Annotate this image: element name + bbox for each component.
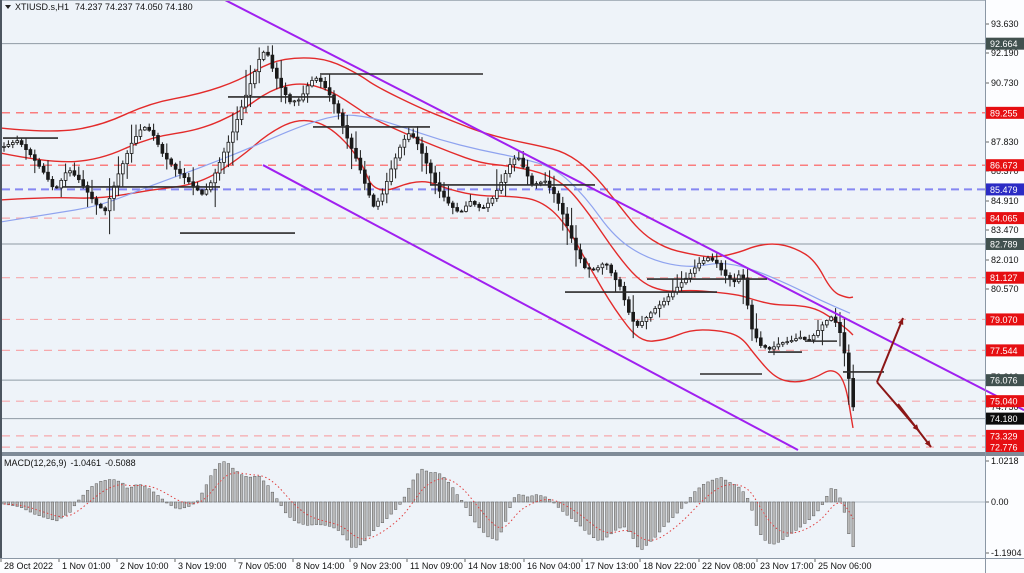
price-level-badge — [985, 237, 1024, 250]
price-level-badge — [985, 106, 1024, 119]
price-axis-tick: 84.910 — [991, 196, 1019, 206]
macd-axis-label: -1.1904 — [991, 548, 1022, 558]
price-axis-tick: 92.190 — [991, 48, 1019, 58]
bollinger-upper-band[interactable] — [0, 57, 854, 299]
level-lines-layer — [2, 43, 985, 503]
macd-axis-label: 1.0218 — [991, 456, 1019, 466]
date-axis-label: 18 Nov 22:00 — [643, 561, 697, 571]
price-level-badge-label: 85.479 — [990, 185, 1018, 195]
series-layer — [0, 45, 855, 550]
trend-arrow[interactable] — [876, 317, 904, 383]
price-level-badge — [985, 159, 1024, 172]
symbol-header: XTIUSD.s,H1 74.237 74.237 74.050 74.180 — [5, 2, 193, 12]
bollinger-lower-band[interactable] — [0, 119, 854, 429]
price-axis-tick: 87.830 — [991, 137, 1019, 147]
price-level-badge-label: 82.789 — [990, 239, 1018, 249]
date-axis-label: 28 Oct 2022 — [4, 561, 53, 571]
date-axis-label: 11 Nov 09:00 — [410, 561, 463, 571]
price-level-badge-label: 81.127 — [990, 273, 1018, 283]
date-axis-label: 9 Nov 23:00 — [353, 561, 402, 571]
price-level-badge-label: 89.255 — [990, 108, 1018, 118]
price-level-badge-label: 72.776 — [990, 443, 1018, 453]
axis-separator — [985, 0, 986, 573]
date-axis-label: 17 Nov 13:00 — [585, 561, 639, 571]
price-level-badge — [985, 183, 1024, 196]
date-axis-label: 22 Nov 08:00 — [702, 561, 756, 571]
price-level-badge-label: 86.673 — [990, 161, 1018, 171]
price-level-badge-label: 79.070 — [990, 315, 1018, 325]
price-level-badge — [985, 212, 1024, 225]
date-axis-label: 25 Nov 06:00 — [818, 561, 872, 571]
date-axis-label: 23 Nov 17:00 — [760, 561, 814, 571]
price-level-badge — [985, 344, 1024, 357]
price-level-badge — [985, 441, 1024, 454]
date-axis-strip — [0, 559, 985, 573]
price-axis-tick: 80.570 — [991, 284, 1019, 294]
macd-axis-label: 0.00 — [991, 497, 1009, 507]
symbol-ohlc-label: XTIUSD.s,H1 74.237 74.237 74.050 74.180 — [15, 2, 193, 12]
trend-arrow[interactable] — [897, 403, 932, 448]
candlestick-series — [2, 45, 855, 412]
date-axis-label: 14 Nov 18:00 — [468, 561, 522, 571]
price-level-badge — [985, 37, 1024, 50]
channel-trendline[interactable] — [262, 164, 799, 451]
price-axis-tick: 82.010 — [991, 255, 1019, 265]
date-axis-label: 16 Nov 04:00 — [527, 561, 581, 571]
date-axis-label: 1 Nov 01:00 — [62, 561, 111, 571]
top-border — [0, 0, 985, 1]
date-axis-label: 3 Nov 19:00 — [178, 561, 227, 571]
symbol-dropdown-icon[interactable] — [5, 5, 11, 9]
channel-trendline[interactable] — [224, 0, 1024, 411]
date-axis-label: 7 Nov 05:00 — [238, 561, 287, 571]
pane-separator[interactable] — [0, 452, 1024, 456]
trend-arrowhead[interactable] — [897, 318, 904, 326]
price-level-badge — [985, 271, 1024, 284]
price-axis-tick: 93.630 — [991, 19, 1019, 29]
price-level-badge-label: 77.544 — [990, 346, 1018, 356]
price-axis-tick: 83.470 — [991, 225, 1019, 235]
price-level-badge — [985, 429, 1024, 442]
axis-layer: 93.63092.19090.73087.83086.37084.91083.4… — [0, 19, 1024, 571]
date-axis-label: 8 Nov 14:00 — [296, 561, 345, 571]
left-border — [0, 0, 2, 558]
price-level-badge-label: 84.065 — [990, 214, 1018, 224]
price-level-badge-label: 76.076 — [990, 376, 1018, 386]
date-axis-border — [0, 558, 1024, 559]
macd-histogram — [2, 461, 855, 550]
bollinger-middle-band[interactable] — [0, 83, 854, 336]
price-level-badge-label: 75.040 — [990, 397, 1018, 407]
current-price-badge — [985, 412, 1024, 425]
price-axis-strip — [985, 0, 1024, 573]
price-axis-tick: 90.730 — [991, 78, 1019, 88]
price-level-badge — [985, 374, 1024, 387]
trend-arrowhead[interactable] — [924, 440, 931, 448]
price-level-badge-label: 92.664 — [990, 39, 1018, 49]
price-level-badge-label: 73.329 — [990, 431, 1018, 441]
price-level-badge — [985, 313, 1024, 326]
macd-header-label: MACD(12,26,9) -1.0461 -0.5088 — [4, 458, 136, 468]
date-axis-label: 2 Nov 10:00 — [120, 561, 169, 571]
current-price-badge-label: 74.180 — [990, 414, 1018, 424]
drawn-objects-layer — [3, 0, 1024, 451]
price-level-badge — [985, 395, 1024, 408]
